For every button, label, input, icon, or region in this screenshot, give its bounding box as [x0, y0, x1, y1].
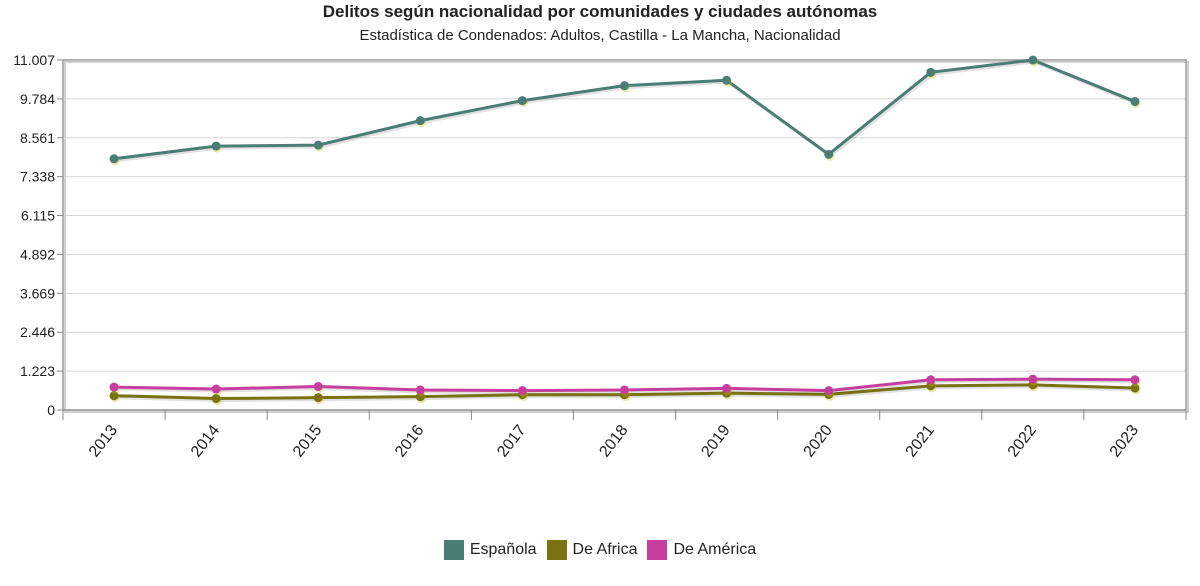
legend-item[interactable]: De Africa — [546, 540, 638, 560]
data-point — [620, 81, 629, 91]
data-point — [722, 75, 732, 85]
data-point — [109, 154, 119, 164]
y-tick-label: 3.669 — [20, 285, 55, 301]
data-point — [824, 386, 834, 396]
legend-swatch — [546, 540, 567, 560]
data-point — [620, 385, 629, 395]
x-tick-label: 2014 — [188, 422, 223, 461]
data-point — [722, 383, 732, 393]
data-point — [211, 394, 221, 404]
data-point — [211, 141, 221, 151]
data-point — [313, 381, 323, 391]
x-tick-label: 2021 — [903, 422, 938, 461]
data-point — [109, 382, 119, 392]
legend-item[interactable]: Española — [443, 540, 537, 560]
legend-label: De América — [673, 541, 757, 558]
x-tick-label: 2023 — [1107, 422, 1142, 461]
data-point — [926, 375, 936, 385]
y-tick-label: 0 — [47, 402, 55, 418]
data-point — [1130, 375, 1140, 385]
x-tick-label: 2017 — [494, 422, 529, 461]
data-point — [211, 384, 221, 394]
line-chart: 0 1.223 2.446 3.669 4.892 6.115 7.338 8.561 9.78… — [13, 52, 1189, 461]
data-point — [415, 385, 425, 395]
data-point — [517, 386, 527, 396]
data-point — [313, 140, 323, 150]
x-tick-label: 2020 — [801, 422, 836, 461]
x-tick-label: 2018 — [596, 422, 631, 461]
data-point — [109, 391, 119, 401]
data-point — [415, 116, 425, 126]
y-tick-label: 2.446 — [20, 324, 55, 340]
y-tick-label: 1.223 — [20, 363, 55, 379]
data-point — [313, 393, 323, 403]
data-point — [517, 96, 527, 106]
data-point — [1130, 383, 1140, 393]
y-tick-label: 11.007 — [13, 52, 55, 68]
x-tick-label: 2013 — [86, 422, 121, 461]
y-tick-label: 9.784 — [20, 91, 55, 107]
data-point — [415, 392, 425, 402]
chart-subtitle: Estadística de Condenados: Adultos, Cast… — [359, 27, 841, 44]
data-point — [1028, 55, 1038, 65]
y-tick-label: 4.892 — [20, 246, 55, 262]
legend-swatch — [443, 540, 464, 560]
data-point — [1028, 374, 1038, 384]
data-point — [926, 67, 936, 77]
x-tick-label: 2016 — [392, 422, 427, 461]
plot-shadow — [64, 61, 1189, 413]
x-tick-label: 2019 — [698, 422, 733, 461]
legend-swatch — [647, 540, 668, 560]
x-tick-label: 2015 — [290, 422, 325, 461]
y-tick-label: 7.338 — [20, 169, 55, 185]
data-point — [824, 149, 834, 159]
chart-title: Delitos según nacionalidad por comunidad… — [322, 2, 878, 21]
legend-label: De Africa — [572, 541, 638, 558]
chart-legend: Española De Africa De América — [0, 540, 1200, 560]
legend-label: Española — [469, 541, 537, 558]
y-tick-label: 8.561 — [20, 130, 55, 146]
y-tick-label: 6.115 — [21, 208, 55, 224]
x-tick-label: 2022 — [1005, 422, 1040, 461]
legend-item[interactable]: De América — [647, 540, 756, 560]
data-point — [1130, 97, 1140, 107]
plot-area — [63, 60, 1186, 410]
